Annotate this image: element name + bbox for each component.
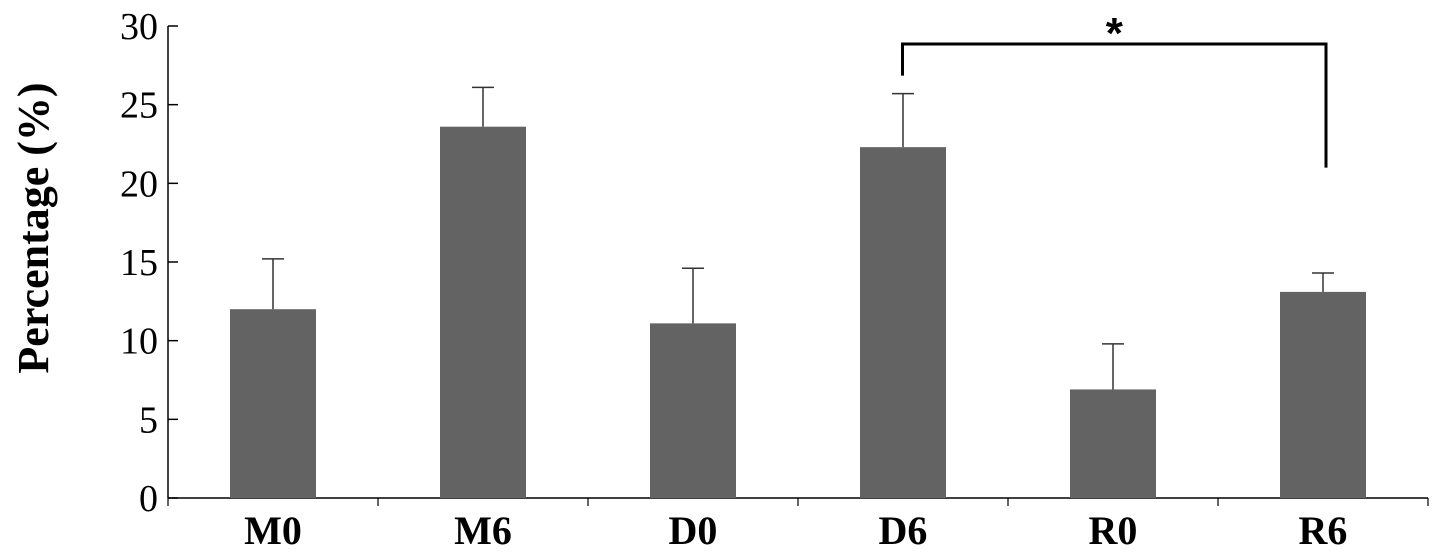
error-bars bbox=[262, 86, 1334, 390]
x-tick-label: M6 bbox=[454, 508, 512, 553]
bar bbox=[1280, 291, 1366, 498]
y-tick-label: 15 bbox=[120, 242, 158, 284]
bar bbox=[860, 147, 946, 498]
axes: 0 5 10 15 20 25 30 M0 M6 D0 D6 R0 R6 bbox=[120, 6, 1429, 553]
significance-bracket bbox=[901, 42, 1328, 168]
annotations: * bbox=[901, 9, 1328, 168]
y-tick-label: 10 bbox=[120, 321, 158, 363]
bar bbox=[1070, 389, 1156, 498]
bar bbox=[650, 323, 736, 498]
x-tick-label: M0 bbox=[244, 508, 302, 553]
y-tick-label: 30 bbox=[120, 6, 158, 48]
y-tick-label: 20 bbox=[120, 163, 158, 205]
bar bbox=[440, 126, 526, 499]
x-tick-label: R6 bbox=[1299, 508, 1348, 553]
bars bbox=[230, 126, 1366, 499]
y-tick-label: 0 bbox=[139, 478, 158, 520]
y-axis-title: Percentage (%) bbox=[9, 82, 58, 373]
x-tick-label: R0 bbox=[1089, 508, 1138, 553]
x-tick-label: D0 bbox=[669, 508, 718, 553]
significance-label: * bbox=[1106, 9, 1124, 58]
y-tick-label: 5 bbox=[139, 399, 158, 441]
x-tick-label: D6 bbox=[879, 508, 928, 553]
y-tick-label: 25 bbox=[120, 85, 158, 127]
bar bbox=[230, 309, 316, 498]
